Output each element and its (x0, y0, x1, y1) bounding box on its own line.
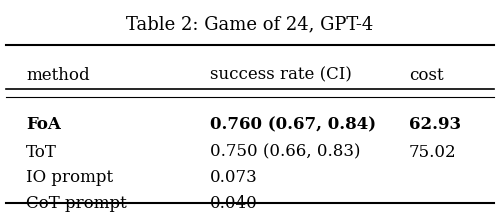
Text: success rate (CI): success rate (CI) (210, 67, 352, 84)
Text: 0.073: 0.073 (210, 169, 258, 186)
Text: 75.02: 75.02 (409, 144, 457, 160)
Text: 62.93: 62.93 (409, 116, 461, 133)
Text: method: method (26, 67, 90, 84)
Text: ToT: ToT (26, 144, 57, 160)
Text: Table 2: Game of 24, GPT-4: Table 2: Game of 24, GPT-4 (126, 15, 374, 33)
Text: FoA: FoA (26, 116, 61, 133)
Text: cost: cost (409, 67, 444, 84)
Text: 0.040: 0.040 (210, 195, 258, 212)
Text: CoT prompt: CoT prompt (26, 195, 127, 212)
Text: IO prompt: IO prompt (26, 169, 114, 186)
Text: 0.760 (0.67, 0.84): 0.760 (0.67, 0.84) (210, 116, 376, 133)
Text: 0.750 (0.66, 0.83): 0.750 (0.66, 0.83) (210, 144, 360, 160)
